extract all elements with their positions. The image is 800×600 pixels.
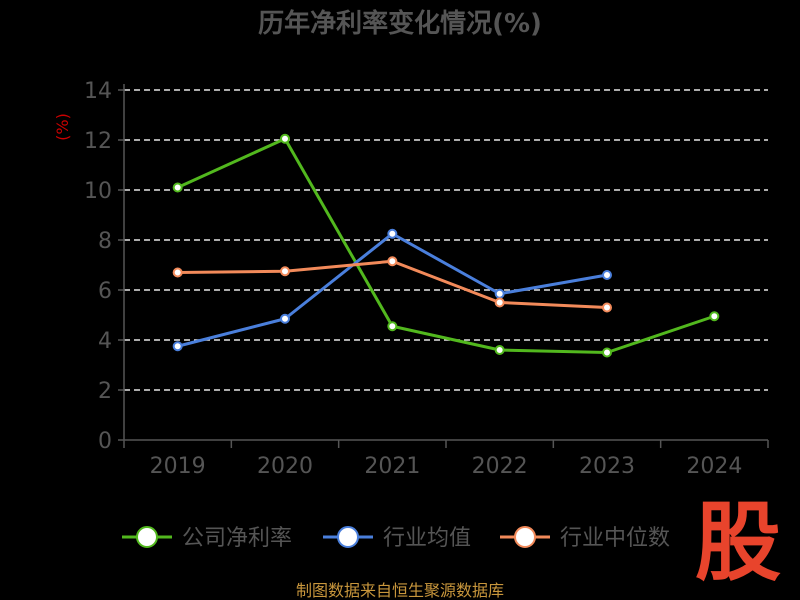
legend-marker	[514, 526, 536, 548]
y-tick-label: 2	[98, 379, 112, 404]
legend-item[interactable]: 公司净利率	[122, 526, 292, 551]
legend-item[interactable]: 行业均值	[323, 526, 471, 551]
legend-label: 行业均值	[383, 526, 471, 551]
series-line	[177, 259, 608, 309]
data-point	[280, 133, 290, 144]
data-point	[387, 228, 398, 239]
y-tick-labels: 0 2 4 6 8 10 12 14	[84, 79, 112, 454]
data-point	[602, 347, 612, 358]
y-axis-label: (%)	[53, 113, 72, 141]
x-tick-label: 2023	[579, 454, 635, 479]
data-point	[172, 267, 183, 278]
legend[interactable]: 公司净利率 行业均值 行业中位数	[122, 526, 670, 551]
legend-label: 行业中位数	[560, 526, 670, 551]
data-point	[387, 321, 398, 332]
grid	[124, 89, 768, 391]
y-tick-label: 0	[98, 429, 112, 454]
y-tick-label: 8	[98, 229, 112, 254]
x-tick-label: 2022	[472, 454, 528, 479]
x-tick-label: 2021	[364, 454, 420, 479]
y-tick-label: 12	[84, 129, 112, 154]
data-point	[280, 266, 290, 277]
legend-label: 公司净利率	[182, 526, 292, 551]
chart-title: 历年净利率变化情况(%)	[258, 8, 542, 39]
data-point	[494, 345, 505, 355]
series-line	[177, 137, 715, 354]
x-tick-label: 2024	[686, 454, 742, 479]
legend-item[interactable]: 行业中位数	[500, 526, 670, 551]
data-point	[280, 313, 290, 324]
axes	[118, 84, 769, 448]
data-point	[172, 182, 183, 193]
data-point	[172, 341, 183, 352]
data-point	[602, 270, 612, 280]
x-tick-labels: 2019 2020 2021 2022 2023 2024	[150, 454, 743, 479]
data-point	[387, 256, 398, 267]
source-note: 制图数据来自恒生聚源数据库	[296, 581, 504, 600]
data-point	[709, 311, 720, 322]
y-tick-label: 10	[84, 179, 112, 204]
x-tick-label: 2020	[257, 454, 313, 479]
y-tick-label: 4	[98, 329, 112, 354]
data-point	[494, 297, 505, 308]
x-tick-label: 2019	[150, 454, 206, 479]
series	[172, 133, 720, 358]
y-tick-label: 6	[98, 279, 112, 304]
y-tick-label: 14	[84, 79, 112, 104]
data-point	[602, 302, 612, 313]
legend-marker	[337, 526, 359, 548]
legend-marker	[136, 526, 158, 548]
data-point	[494, 288, 505, 299]
watermark-stamp: 股	[695, 493, 781, 593]
